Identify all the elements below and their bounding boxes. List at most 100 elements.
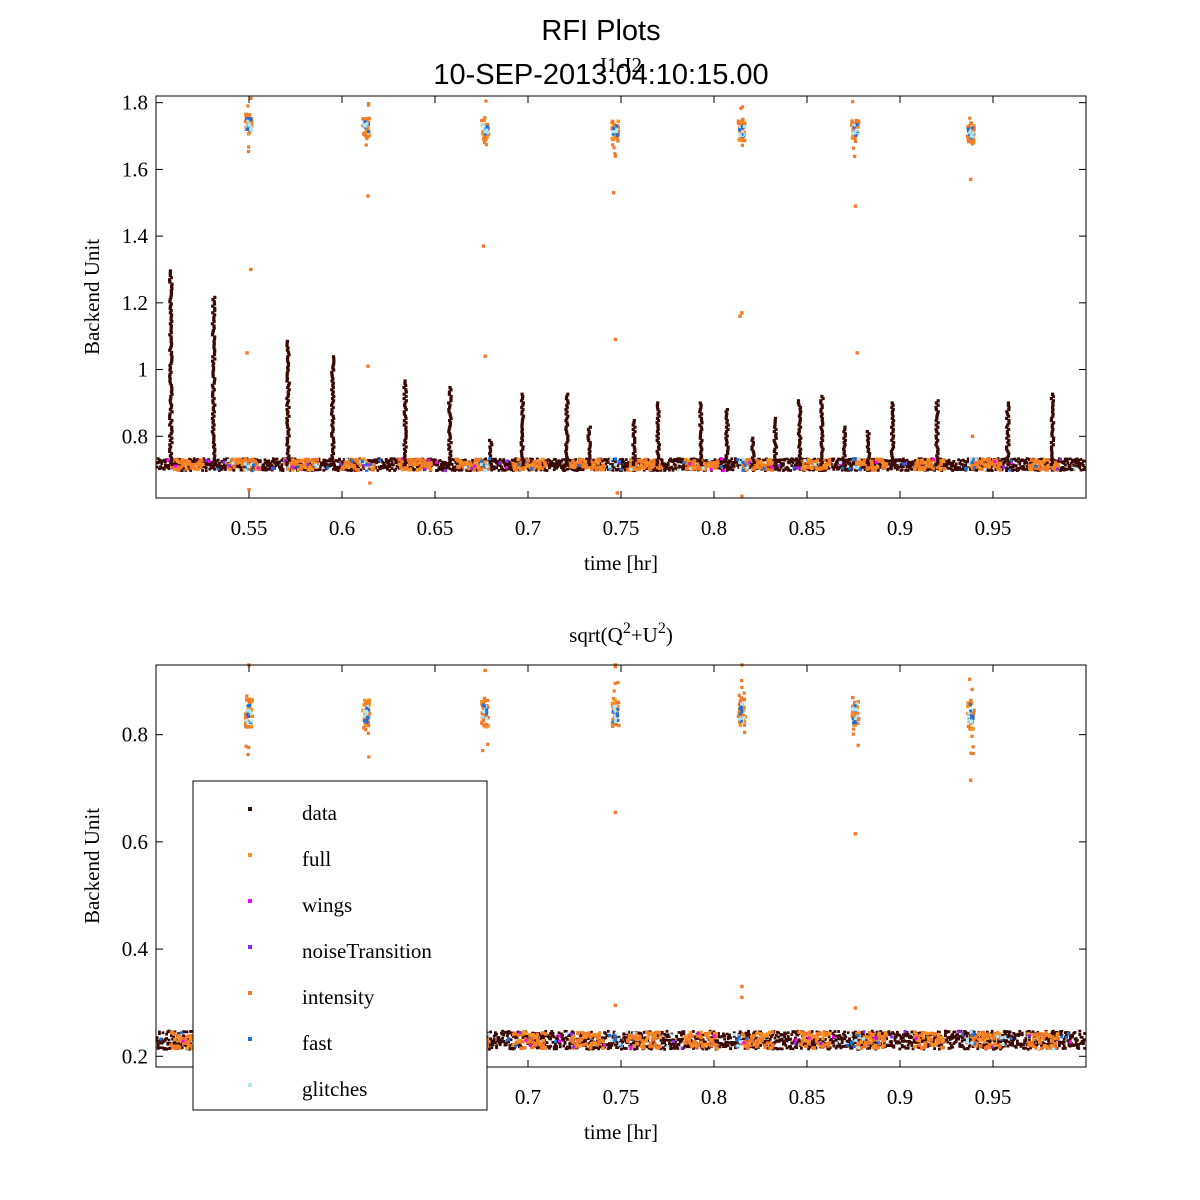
flag-point [571, 459, 575, 463]
spike-point [169, 291, 174, 295]
spike-point [633, 454, 637, 458]
cal-point [485, 464, 489, 468]
flag-point [229, 463, 234, 467]
spike-point [331, 456, 335, 460]
cal-point [483, 141, 487, 145]
flag-point [399, 461, 404, 466]
data-point [172, 462, 176, 466]
spike-point [330, 408, 334, 412]
spike-point [842, 441, 846, 445]
flag-point [1034, 464, 1038, 468]
data-point [1013, 468, 1017, 472]
spike-point [1050, 456, 1054, 460]
data-point [167, 467, 171, 471]
flag-point [232, 465, 237, 469]
data-point [905, 465, 909, 469]
spike-point [891, 408, 895, 412]
spike-point [698, 458, 702, 462]
spike-point [1050, 445, 1054, 449]
flag-point [707, 464, 712, 468]
data-point [390, 467, 394, 470]
flag-point [200, 462, 205, 467]
data-point [958, 466, 962, 469]
data-point [620, 459, 623, 463]
flag-point [306, 462, 310, 466]
spike-point [1050, 405, 1055, 409]
data-point [959, 459, 963, 463]
data-point [453, 458, 456, 462]
spike-point [520, 436, 524, 440]
spike-point [842, 452, 846, 456]
spike-point [488, 445, 492, 449]
cal-point [852, 465, 856, 469]
flag-point [713, 461, 717, 465]
flag-point [752, 467, 756, 472]
flag-point [521, 467, 526, 471]
x-tick-label: 0.95 [975, 516, 1012, 540]
spike-point [820, 419, 824, 423]
flag-point [715, 459, 720, 464]
spike-point [212, 445, 216, 449]
spike-point [866, 443, 870, 447]
spike-point [699, 463, 703, 467]
flag-point [656, 462, 661, 466]
outlier-point [853, 204, 858, 208]
spike-point [168, 366, 173, 370]
spike-point [331, 383, 335, 387]
spike-point [700, 447, 704, 451]
cal-point [485, 125, 489, 129]
flag-point [303, 457, 308, 462]
spike-point [332, 359, 336, 363]
spike-point [820, 460, 824, 464]
flag-point [184, 462, 188, 467]
flag-point [884, 464, 888, 468]
spike-point [212, 350, 217, 354]
spike-point [866, 458, 870, 462]
data-point [620, 461, 623, 465]
data-point [279, 468, 282, 472]
spike-point [588, 425, 592, 429]
cal-point [856, 457, 861, 461]
spike-point [842, 445, 846, 449]
flag-point [227, 458, 231, 462]
spike-point [287, 434, 291, 438]
spike-point [1050, 416, 1054, 420]
data-point [335, 467, 339, 470]
spike-point [890, 454, 894, 458]
flag-point [762, 467, 766, 470]
spike-point [1006, 423, 1010, 427]
spike-point [1006, 401, 1011, 405]
data-point [336, 460, 340, 463]
flag-point [181, 462, 186, 466]
spike-point [169, 458, 174, 462]
cal-point [615, 133, 619, 137]
flag-point [231, 461, 235, 465]
flag-point [806, 465, 811, 469]
flag-point [228, 464, 231, 468]
data-point [846, 469, 850, 472]
spike-point [798, 421, 802, 425]
spike-point [519, 449, 523, 453]
flag-point [841, 466, 845, 470]
spike-point [211, 421, 215, 425]
cal-point [738, 125, 742, 129]
data-point [730, 457, 734, 461]
cal-point [611, 143, 615, 147]
spike-point [170, 355, 174, 359]
spike-point [820, 405, 824, 409]
spike-point [843, 425, 847, 429]
spike-point [588, 454, 592, 458]
spike-point [565, 394, 569, 398]
cal-point [613, 123, 617, 128]
data-point [910, 467, 914, 471]
data-point [495, 466, 498, 470]
cal-point [247, 145, 251, 149]
spike-point [447, 427, 451, 431]
spike-point [169, 331, 173, 335]
spike-point [1007, 421, 1011, 425]
spike-point [170, 430, 174, 434]
spike-point [402, 423, 406, 427]
data-point [351, 467, 354, 471]
data-point [388, 469, 392, 472]
data-point [182, 1034, 185, 1038]
